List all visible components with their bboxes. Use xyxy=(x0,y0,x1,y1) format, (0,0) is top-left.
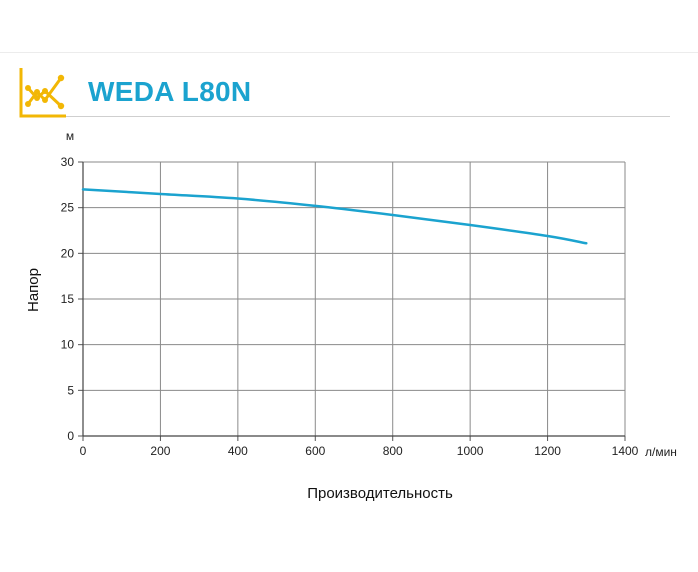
x-tick-label: 800 xyxy=(383,444,403,458)
chart-line-icon xyxy=(19,68,66,118)
y-unit-label: м xyxy=(66,129,74,143)
x-tick-label: 1000 xyxy=(457,444,484,458)
x-tick-label: 600 xyxy=(305,444,325,458)
series-line xyxy=(81,188,588,245)
x-tick-label: 400 xyxy=(228,444,248,458)
y-tick-label: 20 xyxy=(61,246,75,260)
x-tick-label: 1200 xyxy=(534,444,561,458)
y-axis-title: Напор xyxy=(25,268,42,312)
y-tick-label: 25 xyxy=(61,201,75,215)
y-tick-label: 15 xyxy=(61,292,75,306)
grid xyxy=(78,161,626,441)
x-tick-label: 200 xyxy=(150,444,170,458)
y-tick-label: 30 xyxy=(61,155,75,169)
y-tick-label: 0 xyxy=(67,429,74,443)
y-tick-label: 10 xyxy=(61,338,75,352)
x-tick-label: 1400 xyxy=(612,444,639,458)
x-tick-label: 0 xyxy=(80,444,87,458)
y-tick-label: 5 xyxy=(67,383,74,397)
x-unit-label: л/мин xyxy=(645,445,677,459)
chart-title: WEDA L80N xyxy=(88,76,252,107)
top-divider xyxy=(0,52,698,53)
x-axis-title: Производительность xyxy=(307,485,453,502)
header-divider xyxy=(66,116,670,117)
chart-header: WEDA L80N xyxy=(18,66,672,120)
tick-labels: 0 200 400 600 800 1000 1200 1400 0 5 10 15 20 25 30 xyxy=(61,155,639,458)
